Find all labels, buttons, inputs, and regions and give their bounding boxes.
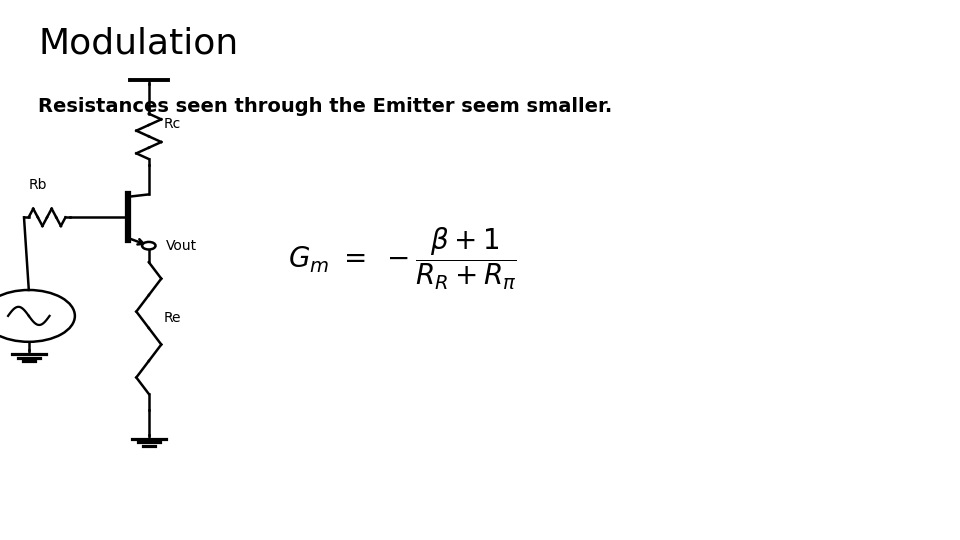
Text: Modulation: Modulation [38,27,239,61]
Text: $G_m \ =\ -\dfrac{\beta + 1}{R_R + R_{\pi}}$: $G_m \ =\ -\dfrac{\beta + 1}{R_R + R_{\p… [288,226,516,293]
Text: Resistances seen through the Emitter seem smaller.: Resistances seen through the Emitter see… [38,97,612,116]
Text: Rc: Rc [163,117,180,131]
Text: Rb: Rb [29,178,47,192]
Text: Vout: Vout [166,239,197,253]
Text: Re: Re [163,312,180,325]
Circle shape [142,242,156,249]
